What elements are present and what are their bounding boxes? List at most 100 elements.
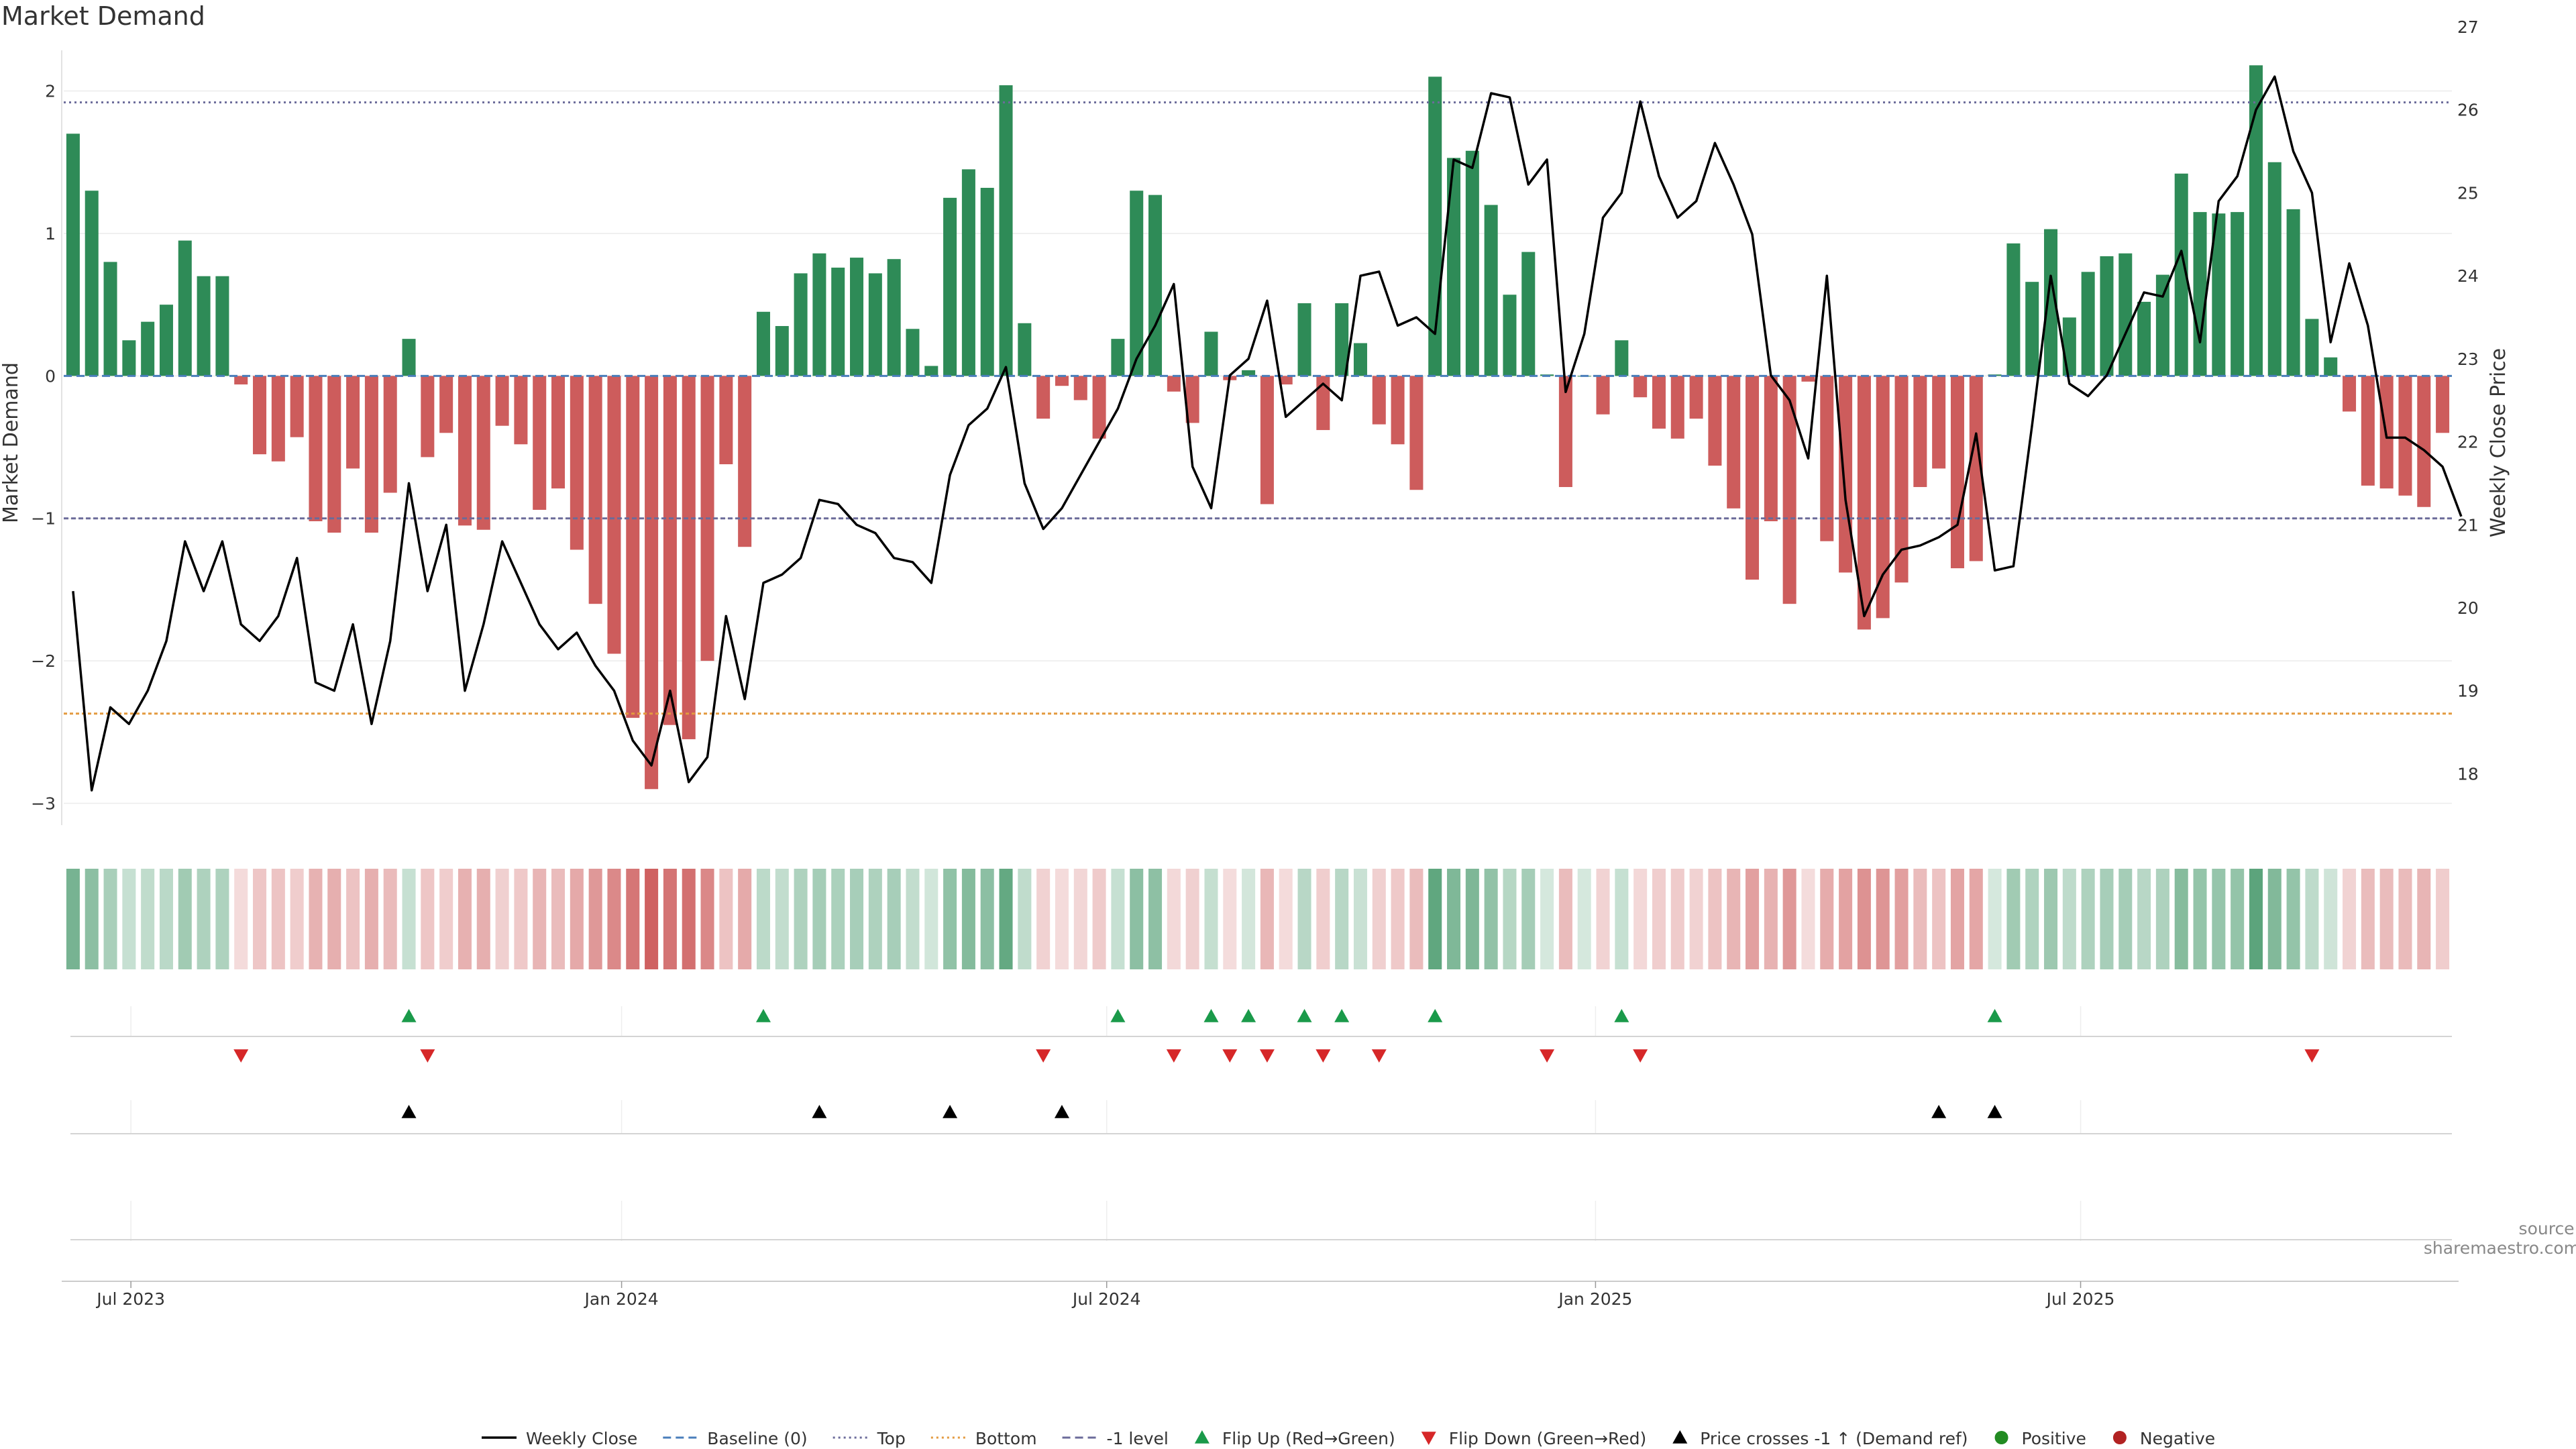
chart-title: Market Demand xyxy=(1,1,205,31)
heat-cell xyxy=(309,869,323,969)
demand-bar xyxy=(738,376,752,547)
heat-cell xyxy=(2267,869,2282,969)
heat-cell xyxy=(1521,869,1536,969)
heat-cell xyxy=(2286,869,2300,969)
heat-cell xyxy=(2025,869,2039,969)
demand-bar xyxy=(1558,376,1572,488)
demand-bar xyxy=(2025,282,2039,376)
demand-bar xyxy=(1801,376,1815,382)
heat-cell xyxy=(1913,869,1927,969)
price-cross-marker xyxy=(1054,1105,1069,1118)
demand-bar xyxy=(1670,376,1684,439)
flip-down-marker xyxy=(1166,1049,1181,1063)
heat-cell xyxy=(2417,869,2431,969)
demand-bar xyxy=(719,376,733,465)
demand-bar xyxy=(588,376,602,604)
heat-cell xyxy=(1409,869,1424,969)
heat-cell xyxy=(2212,869,2226,969)
demand-bar xyxy=(682,376,696,739)
demand-bar xyxy=(1055,376,1069,386)
price-cross-marker xyxy=(1931,1105,1947,1118)
heat-cell xyxy=(1969,869,1983,969)
demand-bar xyxy=(626,376,640,718)
heat-cell xyxy=(551,869,566,969)
legend-item-top: Top xyxy=(833,1429,906,1448)
demand-bar xyxy=(980,188,994,376)
demand-bar xyxy=(1932,376,1946,469)
legend-item-flip_up: Flip Up (Red→Green) xyxy=(1194,1429,1395,1448)
demand-bar xyxy=(66,133,80,376)
heat-cell xyxy=(253,869,267,969)
heat-cell xyxy=(1148,869,1163,969)
demand-bar xyxy=(999,85,1013,376)
heat-cell xyxy=(2343,869,2357,969)
flip-down-marker xyxy=(1259,1049,1275,1063)
heat-cell xyxy=(1204,869,1218,969)
legend-swatch xyxy=(2112,1431,2127,1444)
demand-bar xyxy=(476,376,490,530)
flip-up-marker xyxy=(1334,1009,1350,1022)
demand-bar xyxy=(1689,376,1703,419)
demand-bar xyxy=(1615,340,1629,376)
flip-down-marker xyxy=(2304,1049,2320,1063)
demand-bar xyxy=(1484,205,1498,376)
heat-cell xyxy=(1558,869,1572,969)
legend-item-weekly_close: Weekly Close xyxy=(482,1429,637,1448)
heat-cell xyxy=(961,869,975,969)
heat-cell xyxy=(700,869,714,969)
flip-down-marker xyxy=(1371,1049,1387,1063)
demand-bar xyxy=(868,273,882,376)
heat-cell xyxy=(1801,869,1815,969)
heat-cell xyxy=(533,869,547,969)
demand-bar xyxy=(1260,376,1274,504)
flip-down-marker xyxy=(1222,1049,1238,1063)
heat-cell xyxy=(1689,869,1703,969)
demand-bar xyxy=(1335,303,1349,376)
legend-label: Flip Up (Red→Green) xyxy=(1222,1429,1395,1448)
demand-bar xyxy=(159,305,173,376)
heat-cell xyxy=(924,869,938,969)
demand-bar xyxy=(309,376,323,521)
heat-cell xyxy=(1894,869,1909,969)
demand-bar xyxy=(645,376,659,790)
flip-up-marker xyxy=(1428,1009,1443,1022)
flip-up-marker xyxy=(1110,1009,1126,1022)
demand-bar xyxy=(1839,376,1853,573)
legend-item-bottom: Bottom xyxy=(930,1429,1037,1448)
heat-cell xyxy=(1223,869,1237,969)
demand-bar xyxy=(794,273,808,376)
heat-cell xyxy=(1503,869,1517,969)
demand-bar xyxy=(178,240,192,376)
legend-item-negative: Negative xyxy=(2112,1429,2215,1448)
heat-cell xyxy=(663,869,677,969)
heat-cell xyxy=(2324,869,2338,969)
demand-bar xyxy=(234,376,248,385)
demand-bar xyxy=(2212,213,2226,376)
demand-bar xyxy=(2267,162,2282,376)
demand-bar xyxy=(1391,376,1405,445)
demand-bar xyxy=(2324,357,2338,376)
heat-cell xyxy=(178,869,192,969)
demand-bar xyxy=(533,376,547,510)
demand-bar xyxy=(1596,376,1610,415)
heat-cell xyxy=(1633,869,1648,969)
flip-up-marker xyxy=(1203,1009,1219,1022)
demand-bar xyxy=(2118,253,2133,376)
heat-cell xyxy=(271,869,285,969)
heat-cell xyxy=(476,869,490,969)
heat-cell xyxy=(1746,869,1760,969)
heat-cell xyxy=(1950,869,1964,969)
demand-bar xyxy=(2006,243,2021,376)
demand-bar xyxy=(1148,195,1163,376)
demand-bar xyxy=(887,259,901,376)
flip-down-marker xyxy=(1036,1049,1051,1063)
flip-up-marker xyxy=(1241,1009,1256,1022)
demand-bar xyxy=(439,376,453,433)
y-right-tick-label: 20 xyxy=(2457,598,2479,618)
heat-cell xyxy=(1316,869,1330,969)
y-right-axis-label: Weekly Close Price xyxy=(2487,348,2510,537)
heat-cell xyxy=(1391,869,1405,969)
demand-bar xyxy=(271,376,285,462)
legend-item-positive: Positive xyxy=(1994,1429,2086,1448)
demand-bar xyxy=(103,262,117,376)
